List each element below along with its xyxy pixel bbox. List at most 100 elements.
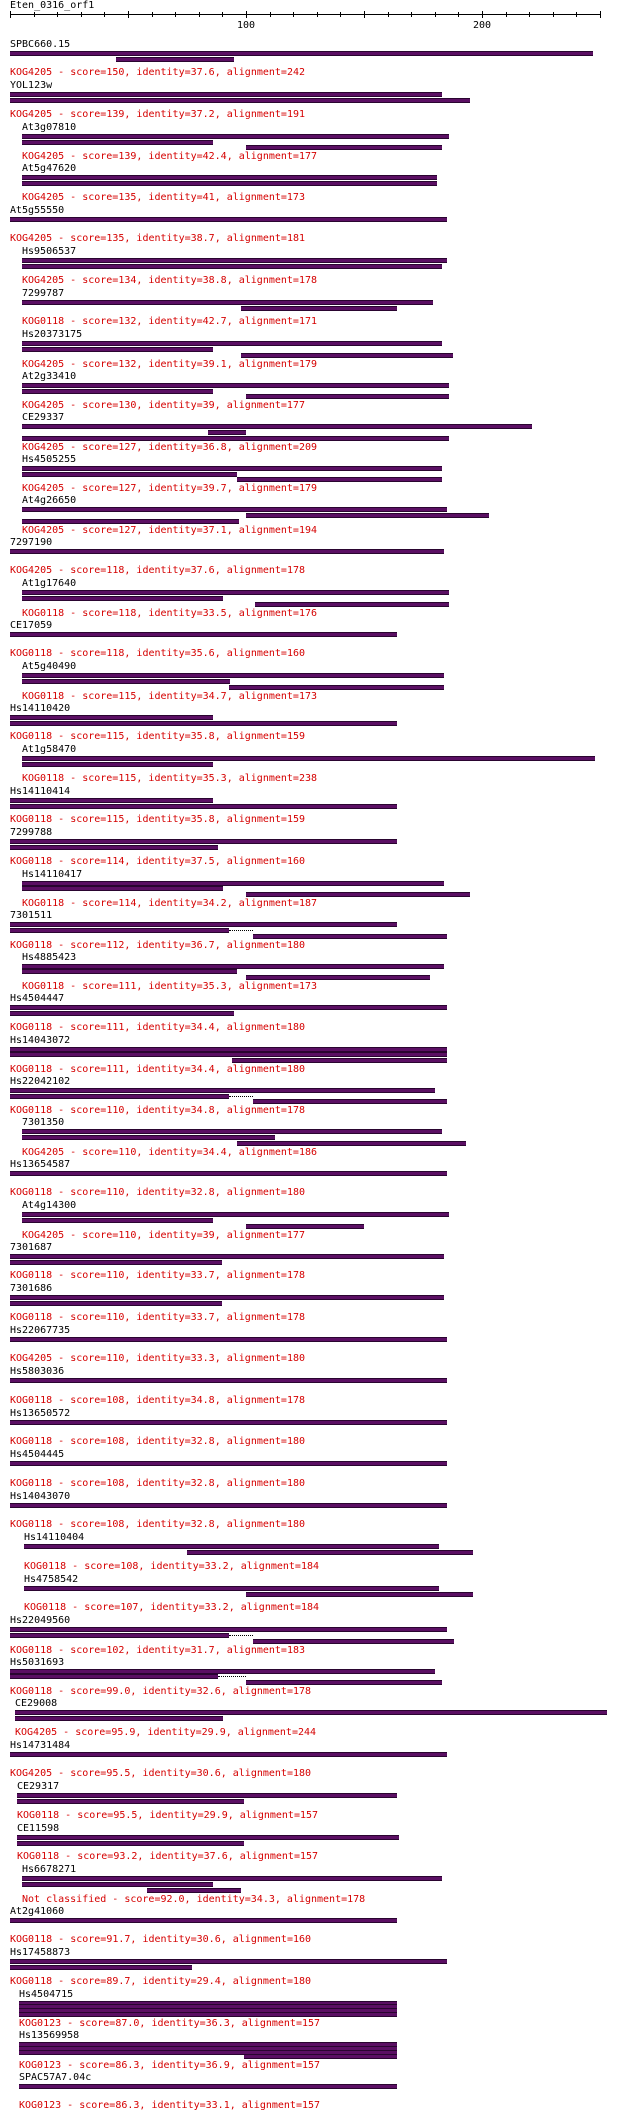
hit-name[interactable]: At1g58470 <box>22 744 77 755</box>
alignment-segment <box>187 1550 473 1555</box>
axis-tick <box>576 12 577 17</box>
hit-score-label: KOG4205 - score=110, identity=33.3, alig… <box>10 1353 306 1364</box>
hit-score-label: KOG4205 - score=134, identity=38.8, alig… <box>22 275 318 286</box>
alignment-segment <box>246 892 470 897</box>
hit-name[interactable]: Hs14731484 <box>10 1740 71 1751</box>
hit-name[interactable]: Hs13569958 <box>19 2030 80 2041</box>
hit-name[interactable]: At4g26650 <box>22 495 77 506</box>
alignment-segment <box>24 1586 439 1591</box>
hit-name[interactable]: At4g14300 <box>22 1200 77 1211</box>
hit-name[interactable]: CE29317 <box>17 1781 60 1792</box>
hit-name[interactable]: Hs22067735 <box>10 1325 71 1336</box>
hit-name[interactable]: Hs13650572 <box>10 1408 71 1419</box>
alignment-gap <box>218 1676 246 1677</box>
axis-line <box>10 14 600 15</box>
alignment-segment <box>22 140 213 145</box>
hit-score-label: KOG4205 - score=110, identity=39, alignm… <box>22 1230 305 1241</box>
hit-score-label: KOG0118 - score=114, identity=34.2, alig… <box>22 898 318 909</box>
hit-score-label: KOG0123 - score=87.0, identity=36.3, ali… <box>19 2018 321 2029</box>
hit-name[interactable]: Hs14110417 <box>22 869 83 880</box>
alignment-segment <box>22 519 239 524</box>
hit-name[interactable]: Hs9506537 <box>22 246 77 257</box>
hit-name[interactable]: 7299788 <box>10 827 53 838</box>
hit-name[interactable]: Hs14110404 <box>24 1532 85 1543</box>
axis-tick <box>10 11 11 18</box>
hit-score-label: KOG0118 - score=115, identity=35.3, alig… <box>22 773 318 784</box>
alignment-segment <box>22 1129 442 1134</box>
hit-name[interactable]: Hs4504715 <box>19 1989 74 2000</box>
hit-score-label: KOG4205 - score=150, identity=37.6, alig… <box>10 67 306 78</box>
hit-name[interactable]: SPAC57A7.04c <box>19 2072 92 2083</box>
alignment-segment <box>246 394 449 399</box>
hit-score-label: KOG0118 - score=108, identity=33.2, alig… <box>24 1561 320 1572</box>
hit-name[interactable]: 7301511 <box>10 910 53 921</box>
hit-score-label: KOG4205 - score=110, identity=34.4, alig… <box>22 1147 318 1158</box>
alignment-segment <box>253 1639 454 1644</box>
hit-name[interactable]: CE29008 <box>15 1698 58 1709</box>
hit-score-label: KOG0118 - score=107, identity=33.2, alig… <box>24 1602 320 1613</box>
hit-score-label: KOG4205 - score=127, identity=36.8, alig… <box>22 442 318 453</box>
axis-tick <box>600 11 601 18</box>
hit-score-label: KOG0118 - score=115, identity=35.8, alig… <box>10 814 306 825</box>
hit-name[interactable]: Hs4504447 <box>10 993 65 1004</box>
hit-name[interactable]: 7301687 <box>10 1242 53 1253</box>
hit-name[interactable]: Hs17458873 <box>10 1947 71 1958</box>
hit-name[interactable]: YOL123w <box>10 80 53 91</box>
hit-name[interactable]: Hs22042102 <box>10 1076 71 1087</box>
hit-name[interactable]: At2g41060 <box>10 1906 65 1917</box>
alignment-segment <box>22 507 447 512</box>
axis-tick <box>175 12 176 17</box>
alignment-segment <box>10 92 442 97</box>
alignment-segment <box>22 436 449 441</box>
hit-name[interactable]: At5g47620 <box>22 163 77 174</box>
hit-name[interactable]: Hs6678271 <box>22 1864 77 1875</box>
hit-name[interactable]: Hs13654587 <box>10 1159 71 1170</box>
hit-name[interactable]: Hs5031693 <box>10 1657 65 1668</box>
hit-name[interactable]: 7301350 <box>22 1117 65 1128</box>
hit-name[interactable]: 7301686 <box>10 1283 53 1294</box>
hit-name[interactable]: Hs4758542 <box>24 1574 79 1585</box>
alignment-segment <box>10 549 444 554</box>
alignment-segment <box>10 845 218 850</box>
alignment-segment <box>22 590 449 595</box>
hit-name[interactable]: At1g17640 <box>22 578 77 589</box>
hit-name[interactable]: Hs4504445 <box>10 1449 65 1460</box>
hit-name[interactable]: At5g55550 <box>10 205 65 216</box>
hit-name[interactable]: SPBC660.15 <box>10 39 71 50</box>
hit-name[interactable]: At3g07810 <box>22 122 77 133</box>
hit-score-label: KOG0118 - score=95.5, identity=29.9, ali… <box>17 1810 319 1821</box>
hit-name[interactable]: Hs14110414 <box>10 786 71 797</box>
alignment-segment <box>10 1378 447 1383</box>
axis-tick <box>293 12 294 17</box>
hit-name[interactable]: Hs4505255 <box>22 454 77 465</box>
hit-name[interactable]: At5g40490 <box>22 661 77 672</box>
alignment-segment <box>10 1674 218 1679</box>
hit-name[interactable]: Hs14043072 <box>10 1035 71 1046</box>
hit-name[interactable]: CE11598 <box>17 1823 60 1834</box>
alignment-segment <box>10 1260 222 1265</box>
hit-name[interactable]: CE17059 <box>10 620 53 631</box>
hit-name[interactable]: CE29337 <box>22 412 65 423</box>
alignment-gap <box>229 1635 253 1636</box>
alignment-segment <box>22 969 237 974</box>
hit-name[interactable]: At2g33410 <box>22 371 77 382</box>
hit-name[interactable]: Hs4885423 <box>22 952 77 963</box>
alignment-segment <box>10 1088 435 1093</box>
hit-score-label: KOG4205 - score=130, identity=39, alignm… <box>22 400 305 411</box>
alignment-segment <box>22 1212 449 1217</box>
axis-tick <box>458 12 459 17</box>
alignment-segment <box>10 51 593 56</box>
hit-name[interactable]: Hs14043070 <box>10 1491 71 1502</box>
alignment-segment <box>10 1052 447 1057</box>
hit-name[interactable]: Hs20373175 <box>22 329 83 340</box>
hit-name[interactable]: 7299787 <box>22 288 65 299</box>
hit-name[interactable]: Hs5803036 <box>10 1366 65 1377</box>
alignment-segment <box>10 1669 435 1674</box>
alignment-segment <box>253 934 447 939</box>
hit-name[interactable]: 7297190 <box>10 537 53 548</box>
axis-tick <box>81 12 82 17</box>
hit-name[interactable]: Hs22049560 <box>10 1615 71 1626</box>
hit-name[interactable]: Hs14110420 <box>10 703 71 714</box>
axis-tick <box>529 12 530 17</box>
alignment-segment <box>10 1011 234 1016</box>
